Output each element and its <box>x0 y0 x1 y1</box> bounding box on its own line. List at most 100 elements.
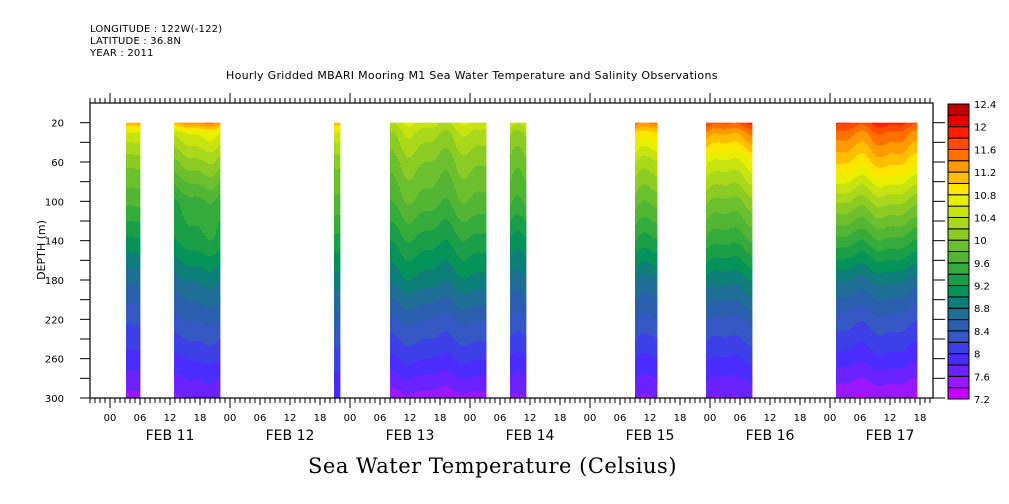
contour-cell <box>838 130 841 141</box>
contour-cell <box>858 362 861 379</box>
contour-cell <box>892 194 895 205</box>
contour-cell <box>524 127 527 137</box>
contour-cell <box>744 131 747 140</box>
contour-cell <box>894 154 897 166</box>
contour-cell <box>720 356 723 377</box>
chart-title: Hourly Gridded MBARI Mooring M1 Sea Wate… <box>226 69 718 82</box>
contour-cell <box>130 128 133 133</box>
contour-cell <box>647 137 650 148</box>
contour-cell <box>196 134 199 147</box>
contour-cell <box>404 135 407 155</box>
contour-cell <box>484 305 487 322</box>
contour-cell <box>866 396 869 399</box>
contour-cell <box>868 309 871 328</box>
contour-cell <box>198 147 201 160</box>
contour-cell <box>422 271 425 290</box>
contour-cell <box>482 391 485 399</box>
contour-cell <box>184 264 187 281</box>
contour-cell <box>472 290 475 307</box>
contour-cell <box>856 290 859 307</box>
contour-cell <box>914 274 917 289</box>
contour-cell <box>432 122 435 128</box>
x-day-label: FEB 13 <box>386 428 435 444</box>
contour-cell <box>876 335 879 355</box>
contour-cell <box>390 387 393 399</box>
contour-cell <box>128 252 131 269</box>
contour-cell <box>458 173 461 200</box>
contour-cell <box>736 354 739 376</box>
contour-cell <box>914 287 917 305</box>
contour-cell <box>428 303 431 320</box>
contour-cell <box>186 133 189 146</box>
contour-cell <box>720 134 723 144</box>
contour-cell <box>908 188 911 199</box>
contour-cell <box>470 361 473 378</box>
contour-cell <box>126 142 129 155</box>
contour-cell <box>876 273 879 287</box>
contour-cell <box>204 200 207 237</box>
contour-cell <box>884 284 887 302</box>
contour-cell <box>442 370 445 388</box>
contour-cell <box>396 136 399 157</box>
contour-cell <box>510 220 513 237</box>
contour-cell <box>724 214 727 231</box>
contour-cell <box>886 272 889 285</box>
contour-cell <box>864 322 867 344</box>
contour-cell <box>726 134 729 144</box>
contour-cell <box>190 130 193 135</box>
contour-cell <box>184 122 187 126</box>
contour-cell <box>710 186 713 200</box>
contour-cell <box>736 243 739 257</box>
contour-cell <box>844 163 847 175</box>
contour-cell <box>204 187 207 201</box>
contour-cell <box>186 359 189 380</box>
contour-cell <box>420 304 423 321</box>
contour-cell <box>916 164 918 176</box>
contour-cell <box>730 183 733 198</box>
contour-cell <box>462 294 465 311</box>
contour-cell <box>836 163 839 175</box>
contour-cell <box>464 394 467 399</box>
contour-cell <box>866 187 869 198</box>
contour-cell <box>416 275 419 293</box>
contour-cell <box>452 337 455 358</box>
contour-cell <box>914 141 917 154</box>
contour-cell <box>174 311 177 333</box>
contour-cell <box>870 129 873 139</box>
contour-cell <box>516 123 519 131</box>
contour-cell <box>910 324 913 345</box>
contour-cell <box>708 125 711 131</box>
contour-cell <box>714 128 717 134</box>
contour-cell <box>216 251 219 268</box>
contour-cell <box>868 255 871 268</box>
contour-cell <box>643 156 646 169</box>
contour-cell <box>906 328 909 349</box>
contour-cell <box>732 211 735 229</box>
contour-cell <box>904 269 907 282</box>
contour-cell <box>130 283 133 304</box>
contour-cell <box>848 349 851 368</box>
contour-cell <box>446 260 449 282</box>
contour-cell <box>408 223 411 244</box>
contour-cell <box>706 177 709 191</box>
contour-cell <box>402 393 405 399</box>
contour-cell <box>424 162 427 189</box>
contour-cell <box>334 271 337 291</box>
contour-cell <box>862 275 865 290</box>
contour-cell <box>438 316 441 336</box>
contour-cell <box>916 287 918 305</box>
contour-cell <box>746 343 749 363</box>
contour-cell <box>888 124 891 132</box>
contour-cell <box>432 141 435 162</box>
contour-cell <box>404 363 407 379</box>
contour-cell <box>130 267 133 285</box>
contour-cell <box>192 183 195 198</box>
contour-cell <box>200 252 203 268</box>
contour-cell <box>738 122 741 125</box>
contour-cell <box>916 341 918 363</box>
contour-cell <box>655 222 658 240</box>
contour-cell <box>706 275 709 291</box>
contour-cell <box>722 160 725 173</box>
contour-cell <box>894 237 897 249</box>
contour-cell <box>647 202 650 219</box>
